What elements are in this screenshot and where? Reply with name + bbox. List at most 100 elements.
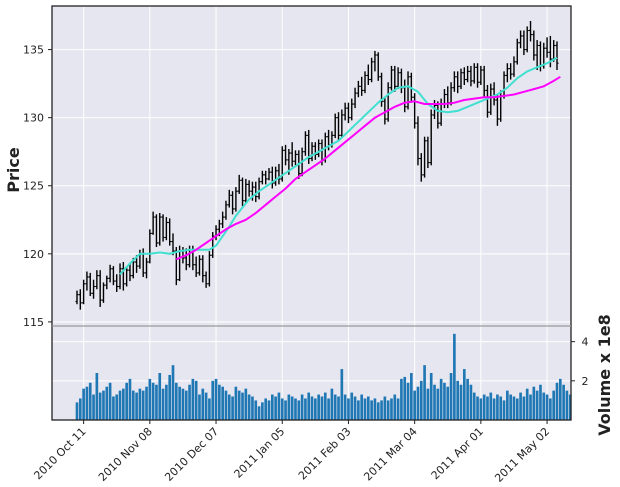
volume-bar bbox=[558, 378, 562, 420]
volume-bar bbox=[112, 396, 115, 420]
volume-bar bbox=[234, 386, 238, 420]
volume-bar bbox=[429, 373, 433, 420]
volume-bar bbox=[353, 396, 357, 420]
volume-bar bbox=[525, 388, 529, 420]
volume-bar bbox=[492, 398, 496, 420]
volume-bar bbox=[366, 396, 370, 420]
volume-bar bbox=[370, 400, 373, 420]
date-axis-ticks: 2010 Oct 11 2010 Nov 08 2010 Dec 07 2011 Ja… bbox=[31, 420, 552, 485]
volume-bar bbox=[479, 398, 483, 420]
volume-bar bbox=[211, 380, 215, 420]
volume-bar bbox=[439, 378, 443, 420]
volume-bar bbox=[284, 400, 287, 420]
volume-bar bbox=[535, 390, 539, 420]
volume-bar bbox=[304, 398, 307, 420]
volume-bar bbox=[165, 384, 168, 420]
volume-bar bbox=[237, 390, 241, 420]
price-tick-label: 120 bbox=[23, 248, 44, 261]
volume-bar bbox=[323, 392, 327, 420]
volume-bars bbox=[75, 333, 572, 420]
volume-bar bbox=[532, 386, 536, 420]
volume-bar bbox=[416, 386, 420, 420]
volume-axis-label: Volume x 1e8 bbox=[595, 314, 614, 435]
volume-bar bbox=[148, 378, 152, 420]
volume-bar bbox=[227, 394, 231, 420]
volume-bar bbox=[376, 402, 380, 420]
date-tick-label: 2011 Feb 03 bbox=[296, 425, 354, 483]
volume-bar bbox=[277, 392, 281, 420]
volume-bar bbox=[297, 400, 301, 420]
volume-bar bbox=[287, 394, 291, 420]
volume-bar bbox=[88, 382, 92, 420]
volume-bar bbox=[267, 400, 271, 420]
volume-bar bbox=[482, 394, 486, 420]
volume-bar bbox=[168, 374, 172, 420]
volume-bar bbox=[545, 394, 549, 420]
volume-bar bbox=[393, 394, 397, 420]
volume-bar bbox=[221, 386, 224, 420]
volume-bar bbox=[423, 365, 426, 420]
volume-bar bbox=[562, 384, 565, 420]
volume-bar bbox=[274, 396, 277, 420]
date-tick-label: 2010 Dec 07 bbox=[162, 425, 221, 484]
volume-bar bbox=[135, 392, 138, 420]
volume-bar bbox=[191, 378, 195, 420]
volume-bar bbox=[118, 390, 122, 420]
date-tick-label: 2010 Nov 08 bbox=[96, 425, 155, 484]
volume-bar bbox=[82, 388, 85, 420]
volume-bar bbox=[499, 396, 503, 420]
volume-bar bbox=[509, 394, 512, 420]
volume-bar bbox=[317, 394, 320, 420]
volume-bar bbox=[138, 388, 142, 420]
volume-bar bbox=[565, 390, 569, 420]
volume-bar bbox=[449, 373, 453, 420]
volume-bar bbox=[85, 386, 89, 420]
volume-tick-label: 4 bbox=[582, 336, 589, 349]
plot-frame bbox=[51, 5, 572, 421]
volume-bar bbox=[290, 396, 294, 420]
volume-bar bbox=[506, 390, 509, 420]
volume-bar bbox=[208, 398, 211, 420]
volume-bar bbox=[181, 388, 185, 420]
volume-bar bbox=[343, 394, 347, 420]
volume-bar bbox=[363, 398, 367, 420]
volume-bar bbox=[98, 392, 102, 420]
date-tick-label: 2011 Apr 01 bbox=[429, 425, 486, 482]
volume-bar bbox=[178, 386, 181, 420]
volume-bar bbox=[204, 392, 208, 420]
volume-bar bbox=[522, 396, 526, 420]
price-axis-ticks: 115 120 125 130 135 bbox=[23, 44, 52, 329]
volume-bar bbox=[224, 390, 228, 420]
volume-bar bbox=[125, 382, 128, 420]
price-panel-background bbox=[52, 6, 571, 326]
volume-bar bbox=[198, 394, 201, 420]
volume-bar bbox=[78, 398, 82, 420]
volume-bar bbox=[462, 369, 466, 420]
volume-bar bbox=[419, 380, 423, 420]
volume-bar bbox=[512, 396, 516, 420]
volume-bar bbox=[360, 394, 364, 420]
volume-bar bbox=[489, 392, 493, 420]
volume-bar bbox=[515, 398, 519, 420]
volume-bar bbox=[472, 392, 476, 420]
volume-bar bbox=[568, 394, 572, 420]
volume-bar bbox=[519, 392, 522, 420]
volume-bar bbox=[307, 392, 311, 420]
volume-bar bbox=[174, 382, 178, 420]
volume-bar bbox=[201, 388, 205, 420]
volume-bar bbox=[251, 396, 254, 420]
volume-bar bbox=[257, 406, 261, 420]
volume-bar bbox=[300, 394, 304, 420]
volume-bar bbox=[194, 380, 198, 420]
volume-bar bbox=[436, 388, 440, 420]
volume-bar bbox=[396, 398, 400, 420]
volume-bar bbox=[496, 394, 499, 420]
volume-bar bbox=[350, 392, 354, 420]
volume-bar bbox=[115, 394, 119, 420]
volume-bar bbox=[426, 388, 430, 420]
volume-bar bbox=[314, 398, 317, 420]
volume-bar bbox=[456, 380, 460, 420]
volume-bar bbox=[552, 390, 556, 420]
